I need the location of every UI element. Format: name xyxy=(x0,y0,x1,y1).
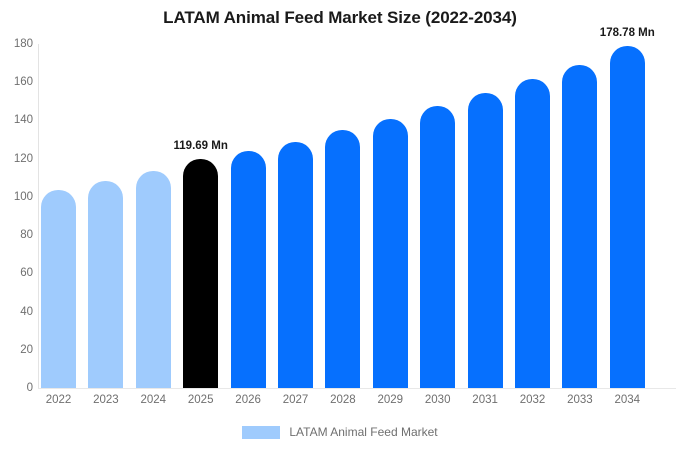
y-axis-tick-label: 180 xyxy=(13,38,33,50)
bar-2030[interactable] xyxy=(420,106,456,388)
bar-value-label-2034: 178.78 Mn xyxy=(599,27,655,40)
chart-title: LATAM Animal Feed Market Size (2022-2034… xyxy=(163,8,517,27)
plot-area xyxy=(38,44,676,388)
x-axis-tick-label: 2032 xyxy=(519,394,546,406)
bar-2024[interactable] xyxy=(135,171,171,388)
bar-2033[interactable] xyxy=(562,64,598,388)
x-axis-tick-label: 2024 xyxy=(140,394,167,406)
x-axis-tick-label: 2023 xyxy=(93,394,119,406)
y-axis-tick-label: 40 xyxy=(20,305,33,318)
x-axis-tick-label: 2025 xyxy=(187,394,214,406)
bar-2028[interactable] xyxy=(325,129,361,388)
legend-swatch xyxy=(242,425,281,439)
x-axis-tick-label: 2022 xyxy=(45,394,72,406)
bar-2025[interactable] xyxy=(183,159,219,388)
bar-2027[interactable] xyxy=(278,142,313,388)
x-axis-tick-label: 2034 xyxy=(614,394,641,406)
bar-2031[interactable] xyxy=(467,93,503,388)
y-axis-tick-label: 140 xyxy=(13,114,33,127)
x-axis-line xyxy=(38,388,676,389)
legend-label: LATAM Animal Feed Market xyxy=(289,425,438,439)
y-axis-tick-label: 120 xyxy=(13,152,33,165)
x-axis-tick-label: 2028 xyxy=(330,394,356,406)
x-axis-tick-label: 2030 xyxy=(424,394,451,406)
bar-2029[interactable] xyxy=(372,118,408,388)
y-axis-labels: 0 20 40 60 80 100 120 140 160 180 xyxy=(0,0,33,450)
y-axis-tick-label: 20 xyxy=(20,343,33,356)
y-axis-tick-label: 160 xyxy=(13,76,33,89)
y-axis-tick-label: 0 xyxy=(26,382,33,394)
x-axis-tick-label: 2031 xyxy=(472,394,498,406)
chart-legend: LATAM Animal Feed Market xyxy=(0,425,680,439)
bar-2032[interactable] xyxy=(515,79,550,388)
y-axis-tick-label: 80 xyxy=(20,229,33,242)
y-axis-tick-label: 60 xyxy=(20,267,33,280)
x-axis-tick-label: 2029 xyxy=(377,394,404,406)
x-axis-tick-label: 2033 xyxy=(567,394,593,406)
bar-2022[interactable] xyxy=(41,190,76,388)
bar-2034[interactable] xyxy=(609,46,645,388)
bar-2026[interactable] xyxy=(230,151,266,388)
y-axis-line xyxy=(38,44,39,389)
x-axis-tick-label: 2027 xyxy=(282,394,309,406)
y-axis-tick-label: 100 xyxy=(13,190,33,203)
x-axis-tick-label: 2026 xyxy=(235,394,261,406)
bar-2023[interactable] xyxy=(88,181,124,388)
bar-value-label-2025: 119.69 Mn xyxy=(173,140,228,153)
